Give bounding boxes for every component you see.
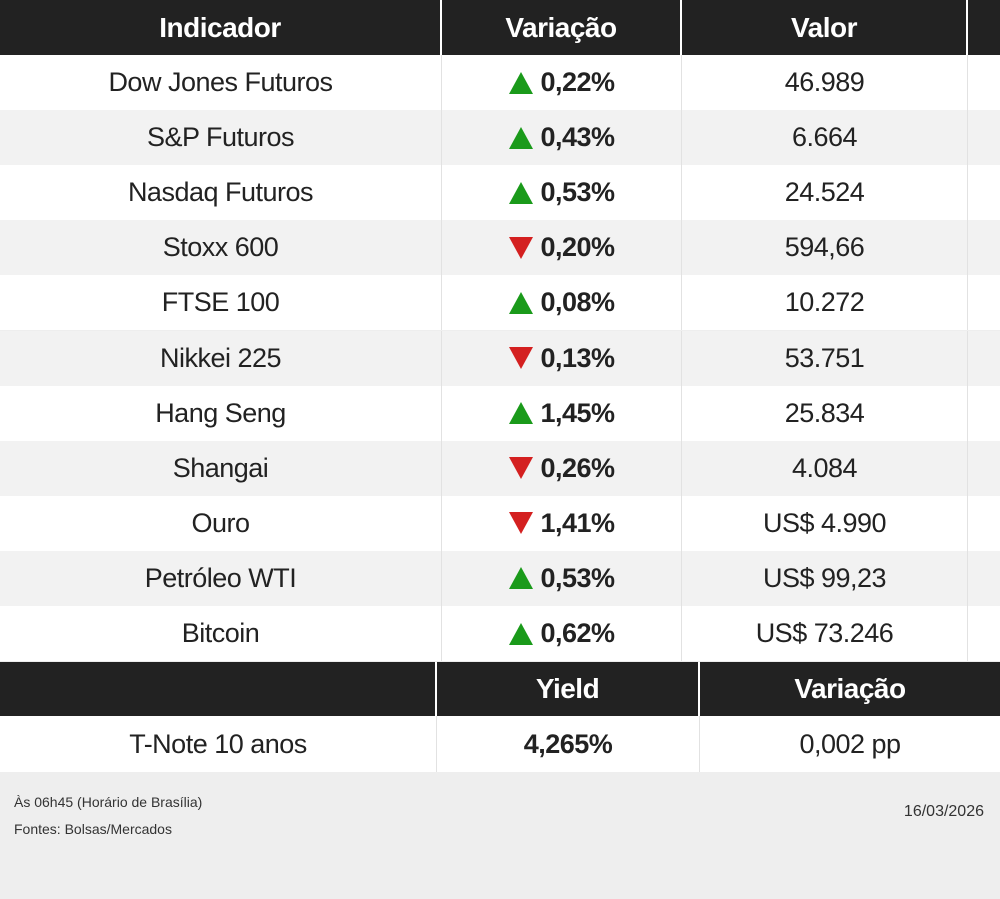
change-value: 0,20%: [540, 232, 615, 263]
change-value: 0,53%: [540, 177, 615, 208]
spacer: [968, 330, 1000, 386]
bond-name: T-Note 10 anos: [0, 716, 437, 772]
change-cell: 0,43%: [442, 110, 682, 166]
direction-arrow: [509, 236, 534, 259]
value: US$ 99,23: [682, 550, 968, 606]
direction-arrow: [509, 126, 534, 149]
indicator-name: FTSE 100: [0, 275, 442, 331]
bond-header-blank: [0, 662, 437, 716]
value: 10.272: [682, 275, 968, 331]
indicator-name: S&P Futuros: [0, 110, 442, 166]
footer-note: Fontes: Bolsas/Mercados: [14, 821, 172, 837]
change-value: 1,41%: [540, 507, 615, 538]
direction-arrow: [509, 181, 534, 204]
change-cell: 0,26%: [442, 440, 682, 496]
change-value: 1,45%: [540, 397, 615, 428]
direction-arrow: [509, 71, 534, 94]
change-cell: 0,53%: [442, 550, 682, 606]
spacer: [968, 495, 1000, 551]
change-value: 0,13%: [540, 342, 615, 373]
footer-date: 16/03/2026: [903, 803, 984, 820]
arrow: [509, 126, 534, 149]
arrow: [509, 567, 534, 590]
change-value: 0,62%: [540, 618, 615, 649]
spacer: [968, 606, 1000, 662]
spacer: [968, 385, 1000, 441]
value: 46.989: [682, 55, 968, 111]
indicator-name: Nikkei 225: [0, 330, 442, 386]
change-cell: 0,20%: [442, 220, 682, 276]
indicator-name: Dow Jones Futuros: [0, 55, 442, 111]
indicator-name: Nasdaq Futuros: [0, 165, 442, 221]
arrow: [509, 347, 534, 370]
arrow: [509, 457, 534, 480]
column-header: Valor: [682, 0, 968, 55]
header-spacer: [968, 0, 1000, 55]
value: 6.664: [682, 110, 968, 166]
footer-note: Às 06h45 (Horário de Brasília): [14, 794, 203, 810]
change-cell: 0,22%: [442, 55, 682, 111]
arrow: [509, 71, 534, 94]
arrow: [509, 236, 534, 259]
value: 594,66: [682, 220, 968, 276]
bond-change: 0,002 pp: [700, 716, 1000, 772]
bond-yield: 4,265%: [437, 716, 700, 772]
column-header: Variação: [700, 662, 1000, 716]
change-cell: 0,62%: [442, 606, 682, 662]
direction-arrow: [509, 622, 534, 645]
indicator-name: Stoxx 600: [0, 220, 442, 276]
value: US$ 4.990: [682, 495, 968, 551]
change-value: 0,26%: [540, 452, 615, 483]
direction-arrow: [509, 291, 534, 314]
value: 4.084: [682, 440, 968, 496]
column-header: Yield: [437, 662, 700, 716]
spacer: [968, 550, 1000, 606]
change-value: 0,22%: [540, 67, 615, 98]
direction-arrow: [509, 567, 534, 590]
spacer: [968, 110, 1000, 166]
indicator-name: Petróleo WTI: [0, 550, 442, 606]
indicator-name: Bitcoin: [0, 606, 442, 662]
arrow: [509, 402, 534, 425]
column-header: Indicador: [0, 0, 442, 55]
spacer: [968, 275, 1000, 331]
change-cell: 1,45%: [442, 385, 682, 441]
spacer: [968, 165, 1000, 221]
spacer: [968, 440, 1000, 496]
change-value: 0,43%: [540, 122, 615, 153]
change-cell: 0,13%: [442, 330, 682, 386]
value: 24.524: [682, 165, 968, 221]
indicator-name: Ouro: [0, 495, 442, 551]
arrow: [509, 181, 534, 204]
direction-arrow: [509, 402, 534, 425]
spacer: [968, 55, 1000, 111]
value: US$ 73.246: [682, 606, 968, 662]
direction-arrow: [509, 347, 534, 370]
column-header: Variação: [442, 0, 682, 55]
direction-arrow: [509, 457, 534, 480]
arrow: [509, 291, 534, 314]
change-value: 0,08%: [540, 287, 615, 318]
change-value: 0,53%: [540, 562, 615, 593]
value: 25.834: [682, 385, 968, 441]
direction-arrow: [509, 512, 534, 535]
indicator-name: Hang Seng: [0, 385, 442, 441]
change-cell: 0,08%: [442, 275, 682, 331]
arrow: [509, 622, 534, 645]
arrow: [509, 512, 534, 535]
change-cell: 1,41%: [442, 495, 682, 551]
spacer: [968, 220, 1000, 276]
change-cell: 0,53%: [442, 165, 682, 221]
value: 53.751: [682, 330, 968, 386]
indicator-name: Shangai: [0, 440, 442, 496]
